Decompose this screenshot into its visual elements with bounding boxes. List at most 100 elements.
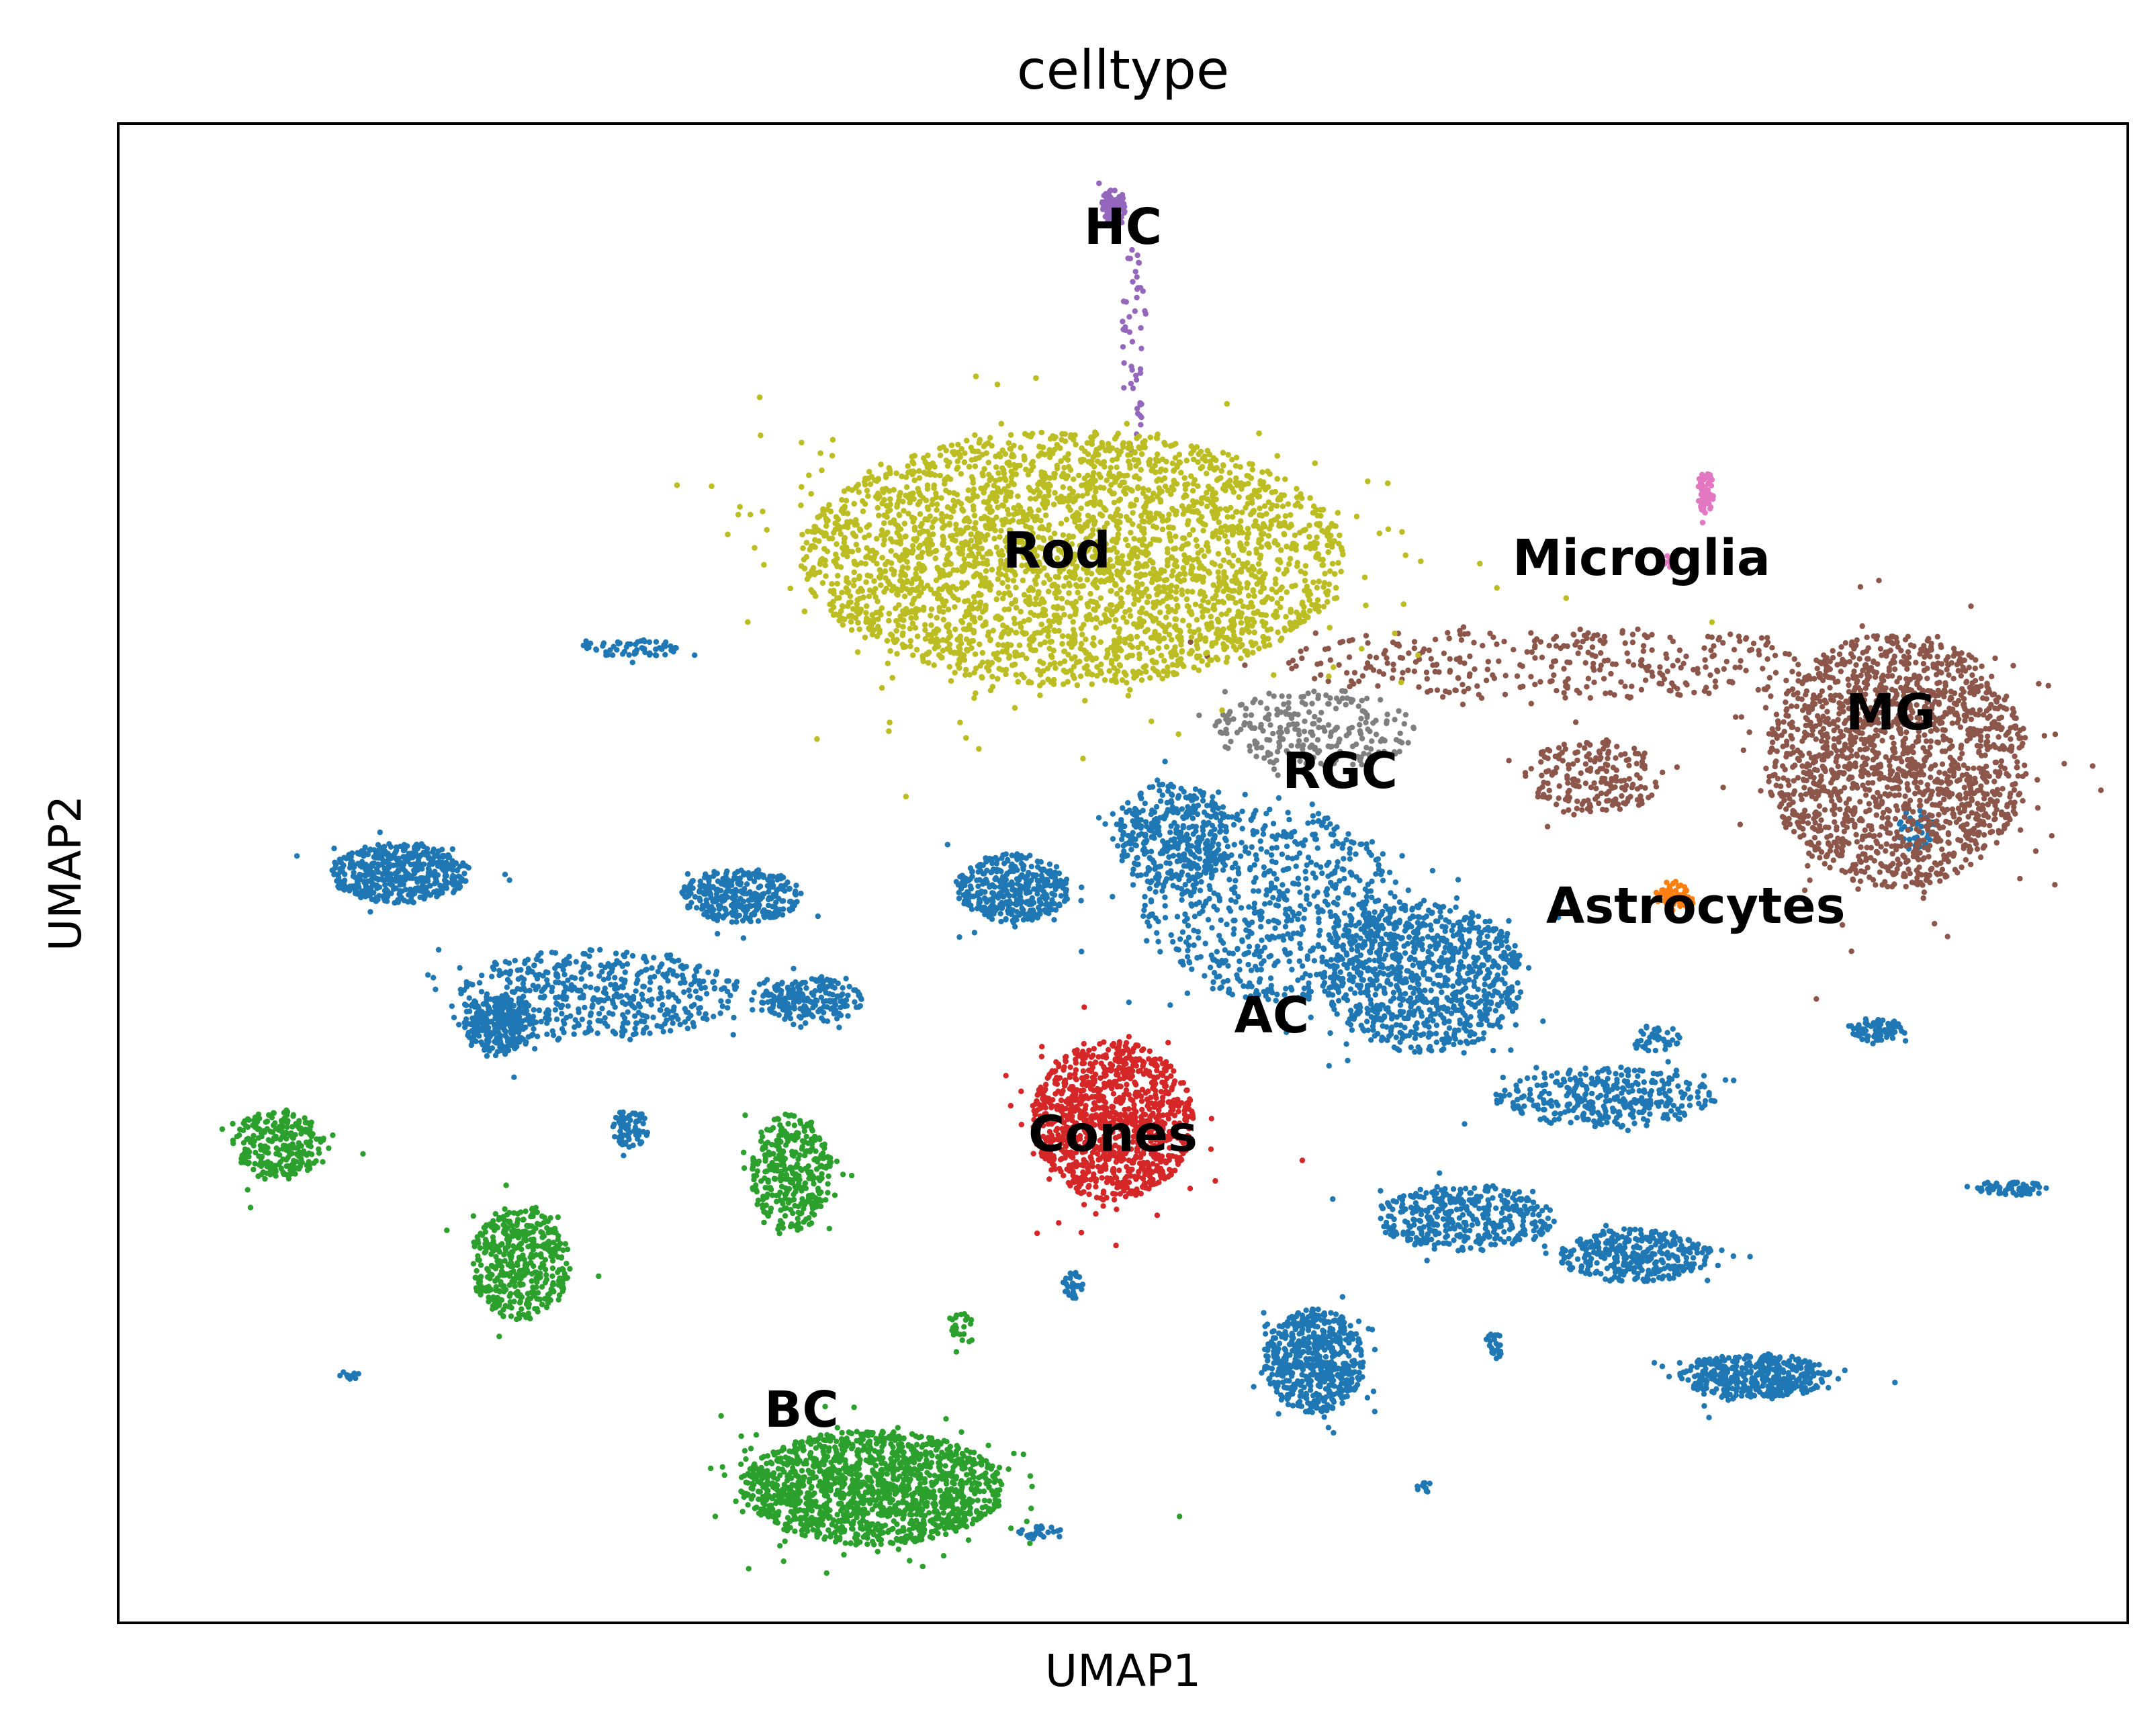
point-ac xyxy=(682,1006,688,1012)
point-ac xyxy=(400,881,406,887)
point-ac xyxy=(1347,912,1353,919)
point-ac xyxy=(1258,967,1265,973)
point-ac xyxy=(1468,916,1474,922)
point-ac xyxy=(1284,1323,1291,1329)
point-ac xyxy=(1261,1310,1267,1316)
point-ac xyxy=(1440,903,1447,910)
point-ac xyxy=(1249,983,1255,989)
point-ac xyxy=(1458,1007,1464,1013)
point-ac xyxy=(1582,1097,1588,1103)
point-ac xyxy=(1451,1027,1458,1034)
point-ac xyxy=(1433,1039,1440,1045)
point-ac xyxy=(1357,989,1364,996)
point-ac xyxy=(367,909,373,915)
point-ac xyxy=(1361,909,1367,916)
point-ac xyxy=(1019,905,1025,912)
point-ac xyxy=(1502,981,1508,987)
point-ac xyxy=(1328,957,1335,963)
point-ac xyxy=(1433,918,1439,924)
point-ac xyxy=(1472,1031,1478,1037)
point-ac xyxy=(347,883,353,889)
point-ac xyxy=(1464,1028,1470,1034)
point-ac xyxy=(1582,1092,1588,1098)
point-ac xyxy=(1031,873,1037,879)
point-ac xyxy=(1130,867,1136,873)
point-ac xyxy=(1222,947,1228,953)
point-ac xyxy=(1393,950,1399,957)
point-ac xyxy=(649,996,655,1002)
point-ac xyxy=(1153,803,1160,810)
point-ac xyxy=(1175,852,1182,858)
point-ac xyxy=(1428,987,1434,993)
point-ac xyxy=(1292,1324,1298,1330)
point-ac xyxy=(1267,1375,1273,1382)
point-ac xyxy=(1665,1059,1671,1065)
point-ac xyxy=(725,989,731,995)
point-ac xyxy=(1031,886,1037,892)
point-ac xyxy=(573,959,579,965)
point-ac xyxy=(1185,872,1192,879)
point-ac xyxy=(1552,1110,1558,1117)
point-ac xyxy=(1495,989,1501,996)
point-ac xyxy=(563,996,569,1002)
point-ac xyxy=(738,888,744,894)
point-ac xyxy=(476,1016,482,1022)
point-ac xyxy=(367,846,373,852)
point-ac xyxy=(1151,835,1157,842)
point-ac xyxy=(572,975,578,981)
point-ac xyxy=(767,1006,773,1012)
point-ac xyxy=(1205,917,1212,923)
point-ac xyxy=(1682,1112,1688,1118)
point-ac xyxy=(1577,1071,1584,1077)
point-ac xyxy=(1564,1093,1570,1099)
point-ac xyxy=(1235,893,1241,900)
point-ac xyxy=(838,993,844,999)
point-ac xyxy=(1580,1110,1587,1116)
point-ac xyxy=(1399,935,1405,941)
point-ac xyxy=(1335,917,1341,924)
point-ac xyxy=(1277,893,1283,899)
point-ac xyxy=(1210,955,1216,962)
point-ac xyxy=(703,901,709,907)
point-ac xyxy=(1413,934,1419,940)
point-ac xyxy=(1196,910,1203,917)
point-ac xyxy=(799,979,806,986)
point-ac xyxy=(612,1030,619,1037)
point-ac xyxy=(1404,940,1410,947)
point-ac xyxy=(1494,1100,1500,1106)
point-ac xyxy=(1079,948,1085,955)
point-ac xyxy=(511,989,517,995)
point-ac xyxy=(1476,1036,1482,1042)
point-ac xyxy=(1515,980,1521,986)
point-ac xyxy=(1268,883,1275,889)
point-ac xyxy=(1389,1024,1395,1030)
point-ac xyxy=(531,963,537,969)
point-ac xyxy=(1498,942,1505,948)
point-ac xyxy=(1279,851,1286,858)
point-ac xyxy=(637,1004,643,1010)
chart-title: celltype xyxy=(1017,39,1229,101)
point-ac xyxy=(803,985,809,991)
point-ac xyxy=(1458,997,1465,1003)
point-ac xyxy=(1440,1015,1446,1021)
point-ac xyxy=(1296,881,1302,887)
point-ac xyxy=(1635,1081,1641,1088)
point-ac xyxy=(1009,879,1015,885)
point-ac xyxy=(1169,804,1176,810)
point-ac xyxy=(793,888,799,895)
point-ac xyxy=(1261,944,1268,950)
point-ac xyxy=(525,957,531,963)
point-ac xyxy=(1214,907,1220,913)
point-ac xyxy=(821,1018,827,1024)
point-ac xyxy=(525,965,532,971)
point-ac xyxy=(483,1032,490,1038)
point-ac xyxy=(1393,1034,1400,1040)
point-ac xyxy=(1402,950,1408,957)
point-ac xyxy=(1502,952,1509,959)
point-ac xyxy=(465,1032,471,1038)
point-ac xyxy=(670,1020,676,1026)
point-ac xyxy=(503,1028,509,1034)
point-ac xyxy=(604,1023,611,1030)
point-ac xyxy=(791,1021,797,1028)
point-ac xyxy=(1656,1087,1662,1094)
